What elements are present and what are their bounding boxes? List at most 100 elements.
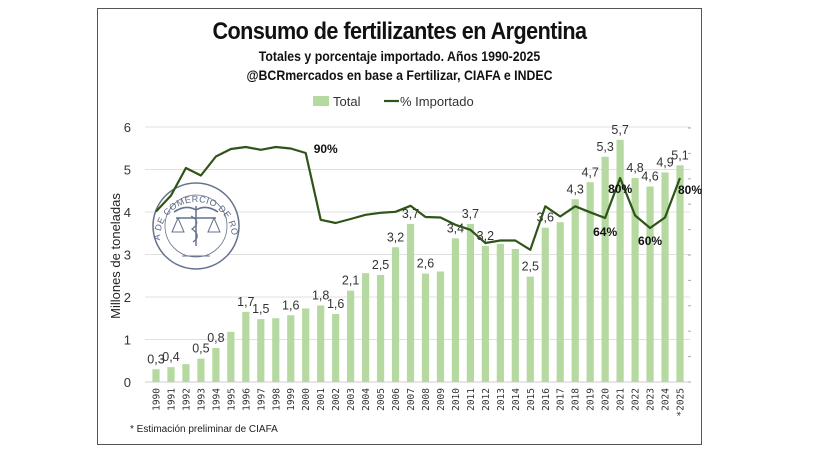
x-tick-label: 1998 bbox=[271, 388, 282, 411]
bar-data-label: 4,9 bbox=[656, 155, 673, 169]
x-tick-label: 1991 bbox=[166, 388, 177, 411]
bar-data-label: 4,8 bbox=[626, 161, 643, 175]
bar-2000 bbox=[302, 308, 310, 382]
bar-2001 bbox=[317, 305, 325, 382]
bar-2015 bbox=[526, 276, 534, 382]
bar-2009 bbox=[436, 271, 445, 382]
bar-data-label: 1,5 bbox=[252, 302, 269, 316]
x-tick-label: 1996 bbox=[241, 388, 252, 411]
bar-2005 bbox=[376, 274, 385, 382]
x-tick-label: 2021 bbox=[616, 388, 627, 411]
bar-data-label: 2,6 bbox=[417, 257, 434, 271]
bar-data-label: 1,6 bbox=[282, 298, 299, 312]
y-tick-label: 5 bbox=[124, 163, 131, 178]
bar-2004 bbox=[362, 273, 370, 382]
x-tick-label: 2011 bbox=[466, 388, 477, 411]
x-tick-label: 2005 bbox=[376, 388, 387, 411]
bar-2003 bbox=[347, 290, 355, 382]
bar-2022 bbox=[631, 178, 639, 382]
bar-data-label: 1,6 bbox=[327, 297, 344, 311]
bar-data-label: 2,5 bbox=[372, 258, 389, 272]
bar-data-label: 2,5 bbox=[522, 260, 539, 274]
x-tick-label: 1999 bbox=[286, 388, 297, 411]
line-data-label: 90% bbox=[314, 142, 338, 156]
bar-1998 bbox=[272, 318, 280, 382]
bar-1994 bbox=[212, 348, 220, 382]
bar-*2025 bbox=[676, 165, 684, 382]
bar-data-label: 3,7 bbox=[462, 207, 479, 221]
x-tick-label: *2025 bbox=[676, 388, 687, 417]
bar-data-label: 1,7 bbox=[237, 295, 254, 309]
bar-1993 bbox=[197, 358, 205, 382]
x-tick-label: 2001 bbox=[316, 388, 327, 411]
bar-1991 bbox=[167, 367, 175, 382]
x-tick-label: 2003 bbox=[346, 388, 357, 411]
bar-2021 bbox=[616, 139, 624, 382]
x-tick-label: 1993 bbox=[196, 388, 207, 411]
x-tick-label: 1990 bbox=[152, 388, 163, 411]
y-axis-label: Millones de toneladas bbox=[108, 193, 123, 319]
x-tick-label: 2002 bbox=[331, 388, 342, 411]
x-tick-label: 2007 bbox=[406, 388, 417, 411]
bar-2012 bbox=[481, 246, 489, 382]
bar-data-label: 0,8 bbox=[207, 331, 224, 345]
bar-1996 bbox=[242, 311, 250, 382]
bar-2011 bbox=[466, 223, 474, 382]
bar-2024 bbox=[661, 172, 669, 382]
x-tick-label: 2008 bbox=[421, 388, 432, 411]
y-tick-label: 1 bbox=[124, 333, 131, 348]
bar-2013 bbox=[496, 243, 504, 382]
footnote: * Estimación preliminar de CIAFA bbox=[130, 424, 278, 435]
bar-2023 bbox=[646, 186, 654, 382]
bar-data-label: 5,1 bbox=[671, 148, 688, 162]
x-tick-label: 2023 bbox=[646, 388, 657, 411]
x-tick-label: 2016 bbox=[541, 388, 552, 411]
y-tick-label: 3 bbox=[124, 248, 131, 263]
x-tick-label: 2015 bbox=[526, 388, 537, 411]
y-tick-label: 0 bbox=[124, 375, 131, 390]
bar-2002 bbox=[332, 314, 340, 382]
bar-data-label: 4,6 bbox=[641, 170, 658, 184]
x-tick-label: 2010 bbox=[451, 388, 462, 411]
bar-2020 bbox=[601, 156, 609, 382]
bar-data-label: 0,4 bbox=[162, 350, 179, 364]
bar-2007 bbox=[406, 223, 415, 382]
chart-source: @BCRmercados en base a Fertilizar, CIAFA… bbox=[246, 67, 553, 83]
chart-title: Consumo de fertilizantes en Argentina bbox=[212, 18, 587, 45]
x-tick-label: 2019 bbox=[586, 388, 597, 411]
bar-2018 bbox=[571, 199, 579, 382]
bar-1999 bbox=[287, 315, 295, 382]
y-tick-label: 6 bbox=[124, 120, 131, 135]
y-tick-label: 2 bbox=[124, 290, 131, 305]
bar-1990 bbox=[152, 369, 160, 382]
x-tick-label: 2024 bbox=[661, 388, 672, 411]
bar-1997 bbox=[257, 319, 265, 382]
bar-2014 bbox=[511, 248, 519, 382]
bar-data-label: 0,5 bbox=[192, 342, 209, 356]
x-tick-label: 1992 bbox=[181, 388, 192, 411]
bar-1992 bbox=[182, 364, 190, 382]
bar-data-label: 1,8 bbox=[312, 289, 329, 303]
x-tick-label: 2018 bbox=[571, 388, 582, 411]
bar-data-label: 3,4 bbox=[447, 221, 464, 235]
x-tick-label: 1994 bbox=[211, 388, 222, 411]
x-tick-label: 2017 bbox=[556, 388, 567, 411]
x-tick-label: 2014 bbox=[511, 388, 522, 411]
line-data-label: 64% bbox=[593, 225, 617, 239]
line-data-label: 80% bbox=[678, 183, 702, 197]
bar-data-label: 3,2 bbox=[387, 230, 404, 244]
x-tick-label: 2006 bbox=[391, 388, 402, 411]
bar-2010 bbox=[451, 238, 460, 382]
bar-data-label: 4,3 bbox=[567, 182, 584, 196]
pct-imported-line bbox=[155, 145, 682, 251]
y-tick-label: 4 bbox=[124, 205, 131, 220]
x-tick-label: 2012 bbox=[481, 388, 492, 411]
line-data-label: 80% bbox=[608, 182, 632, 196]
x-tick-label: 2000 bbox=[301, 388, 312, 411]
line-data-label: 60% bbox=[638, 234, 662, 248]
bar-2017 bbox=[556, 222, 564, 382]
bar-2019 bbox=[586, 182, 594, 382]
legend-swatch-total bbox=[313, 96, 329, 106]
bar-1995 bbox=[227, 331, 235, 382]
x-tick-label: 2022 bbox=[631, 388, 642, 411]
